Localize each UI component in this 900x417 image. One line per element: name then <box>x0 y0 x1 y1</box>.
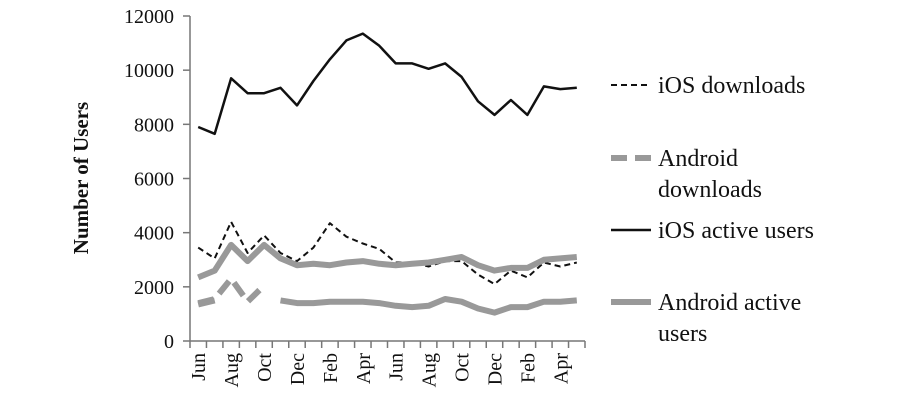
x-tick-label: Apr <box>550 353 572 384</box>
x-tick-label: Feb <box>320 353 342 383</box>
legend: iOS downloads Android downloads iOS active … <box>611 73 814 347</box>
y-tick-label: 2000 <box>134 277 174 299</box>
x-tick-label: Feb <box>517 353 539 383</box>
x-tick-label: Oct <box>452 353 474 382</box>
series-group <box>197 32 578 316</box>
legend-label-android-downloads: Android <box>658 146 738 172</box>
y-tick-label: 0 <box>164 331 174 353</box>
legend-label-android-active-users: users <box>658 321 707 347</box>
x-tick-label: Dec <box>484 353 506 385</box>
axes: 0 2000 4000 6000 8000 10000 12000 Jun Aug Oct Dec F… <box>124 6 586 387</box>
x-tick-label: Dec <box>287 353 309 385</box>
series-line-ios-active-users <box>197 32 577 136</box>
x-tick-label: Aug <box>221 353 243 387</box>
series-line-ios-downloads <box>197 220 578 286</box>
legend-label-ios-active-users: iOS active users <box>658 218 814 244</box>
y-tick-label: 8000 <box>134 114 174 136</box>
legend-label-ios-downloads: iOS downloads <box>658 73 805 99</box>
x-tick-label: Jun <box>188 353 210 381</box>
x-tick-label: Oct <box>254 353 276 382</box>
legend-label-android-active-users: Android active <box>658 290 801 316</box>
x-tick-label: Jun <box>386 353 408 381</box>
x-tick-label: Aug <box>419 353 441 387</box>
y-tick-label: 12000 <box>124 6 174 28</box>
legend-label-android-downloads: downloads <box>658 177 762 203</box>
series-line-android-active-users-lower <box>197 296 578 316</box>
y-axis-title: Number of Users <box>69 102 93 254</box>
y-tick-label: 4000 <box>134 223 174 245</box>
y-tick-label: 6000 <box>134 169 174 191</box>
y-tick-label: 10000 <box>124 60 174 82</box>
x-tick-label: Apr <box>353 353 375 384</box>
series-line-android-active-users <box>197 241 578 281</box>
